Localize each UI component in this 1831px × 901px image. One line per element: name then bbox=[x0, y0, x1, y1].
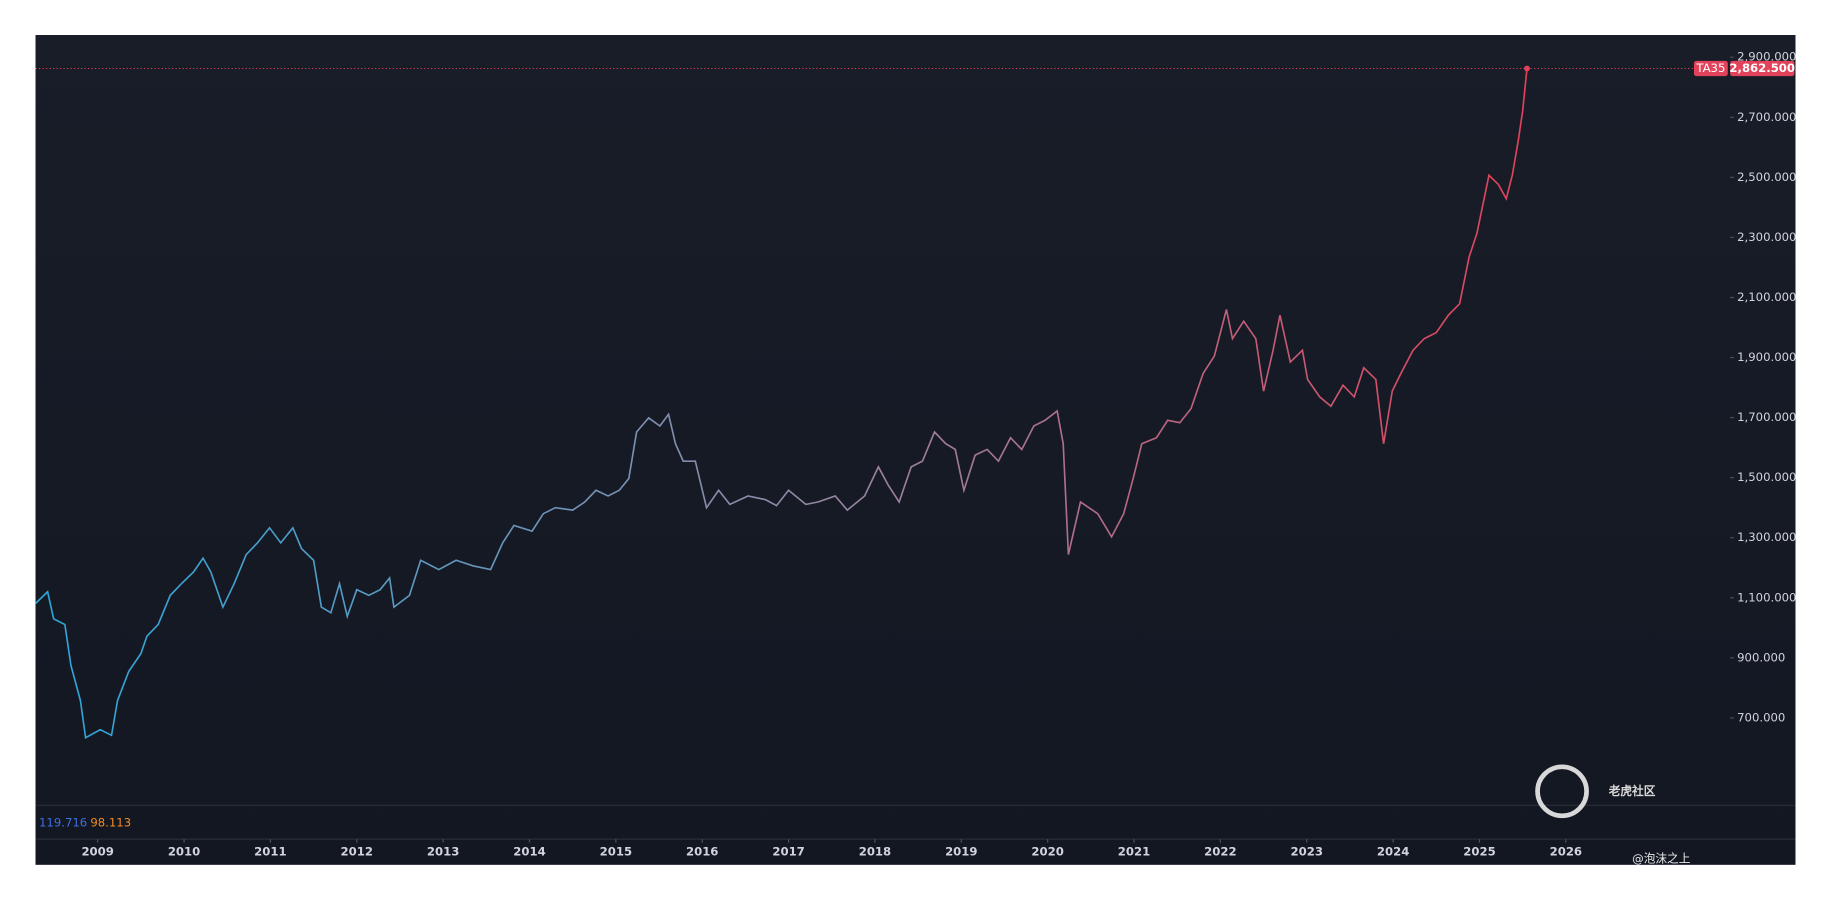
y-tick-label: 2,900.000 bbox=[1737, 50, 1796, 64]
symbol-tag-label: TA35 bbox=[1695, 61, 1725, 75]
y-tick-label: 1,700.000 bbox=[1737, 410, 1796, 424]
x-tick-label: 2016 bbox=[686, 844, 718, 858]
x-tick-label: 2019 bbox=[945, 844, 977, 858]
x-tick-label: 2022 bbox=[1204, 844, 1236, 858]
y-tick-label: 2,300.000 bbox=[1737, 230, 1796, 244]
x-tick-label: 2011 bbox=[254, 844, 286, 858]
x-tick-label: 2026 bbox=[1550, 844, 1582, 858]
x-tick-label: 2014 bbox=[513, 844, 545, 858]
indicator-value: 119.716 bbox=[39, 815, 87, 829]
watermark: 老虎社区 bbox=[1608, 784, 1656, 798]
x-tick-label: 2024 bbox=[1377, 844, 1409, 858]
indicator-value: 98.113 bbox=[90, 815, 131, 829]
y-tick-label: 1,900.000 bbox=[1737, 350, 1796, 364]
x-tick-label: 2020 bbox=[1031, 844, 1063, 858]
watermark: @泡沫之上 bbox=[1632, 851, 1691, 865]
x-tick-label: 2009 bbox=[81, 844, 113, 858]
price-tag bbox=[1730, 60, 1795, 77]
last-point bbox=[1524, 65, 1530, 72]
price-line bbox=[34, 68, 1528, 740]
y-tick-label: 2,700.000 bbox=[1737, 110, 1796, 124]
y-tick-label: 1,500.000 bbox=[1737, 470, 1796, 484]
y-tick-label: 2,100.000 bbox=[1737, 290, 1796, 304]
watermark-logo bbox=[1535, 764, 1589, 819]
x-tick-label: 2010 bbox=[168, 844, 200, 858]
price-tag-label: 2,862.500 bbox=[1729, 61, 1795, 75]
y-tick-label: 900.000 bbox=[1737, 650, 1785, 664]
x-tick-label: 2018 bbox=[859, 844, 891, 858]
x-tick-label: 2023 bbox=[1291, 844, 1323, 858]
panel bbox=[35, 35, 1796, 865]
x-tick-label: 2025 bbox=[1463, 844, 1495, 858]
x-tick-label: 2017 bbox=[772, 844, 804, 858]
y-tick-label: 700.000 bbox=[1737, 710, 1785, 724]
y-tick-label: 1,100.000 bbox=[1737, 590, 1796, 604]
y-tick-label: 2,500.000 bbox=[1737, 170, 1796, 184]
x-tick-label: 2015 bbox=[600, 844, 632, 858]
x-tick-label: 2021 bbox=[1118, 844, 1150, 858]
x-tick-label: 2013 bbox=[427, 844, 459, 858]
y-tick-label: 1,300.000 bbox=[1737, 530, 1796, 544]
x-tick-label: 2012 bbox=[341, 844, 373, 858]
symbol-tag bbox=[1693, 60, 1728, 77]
